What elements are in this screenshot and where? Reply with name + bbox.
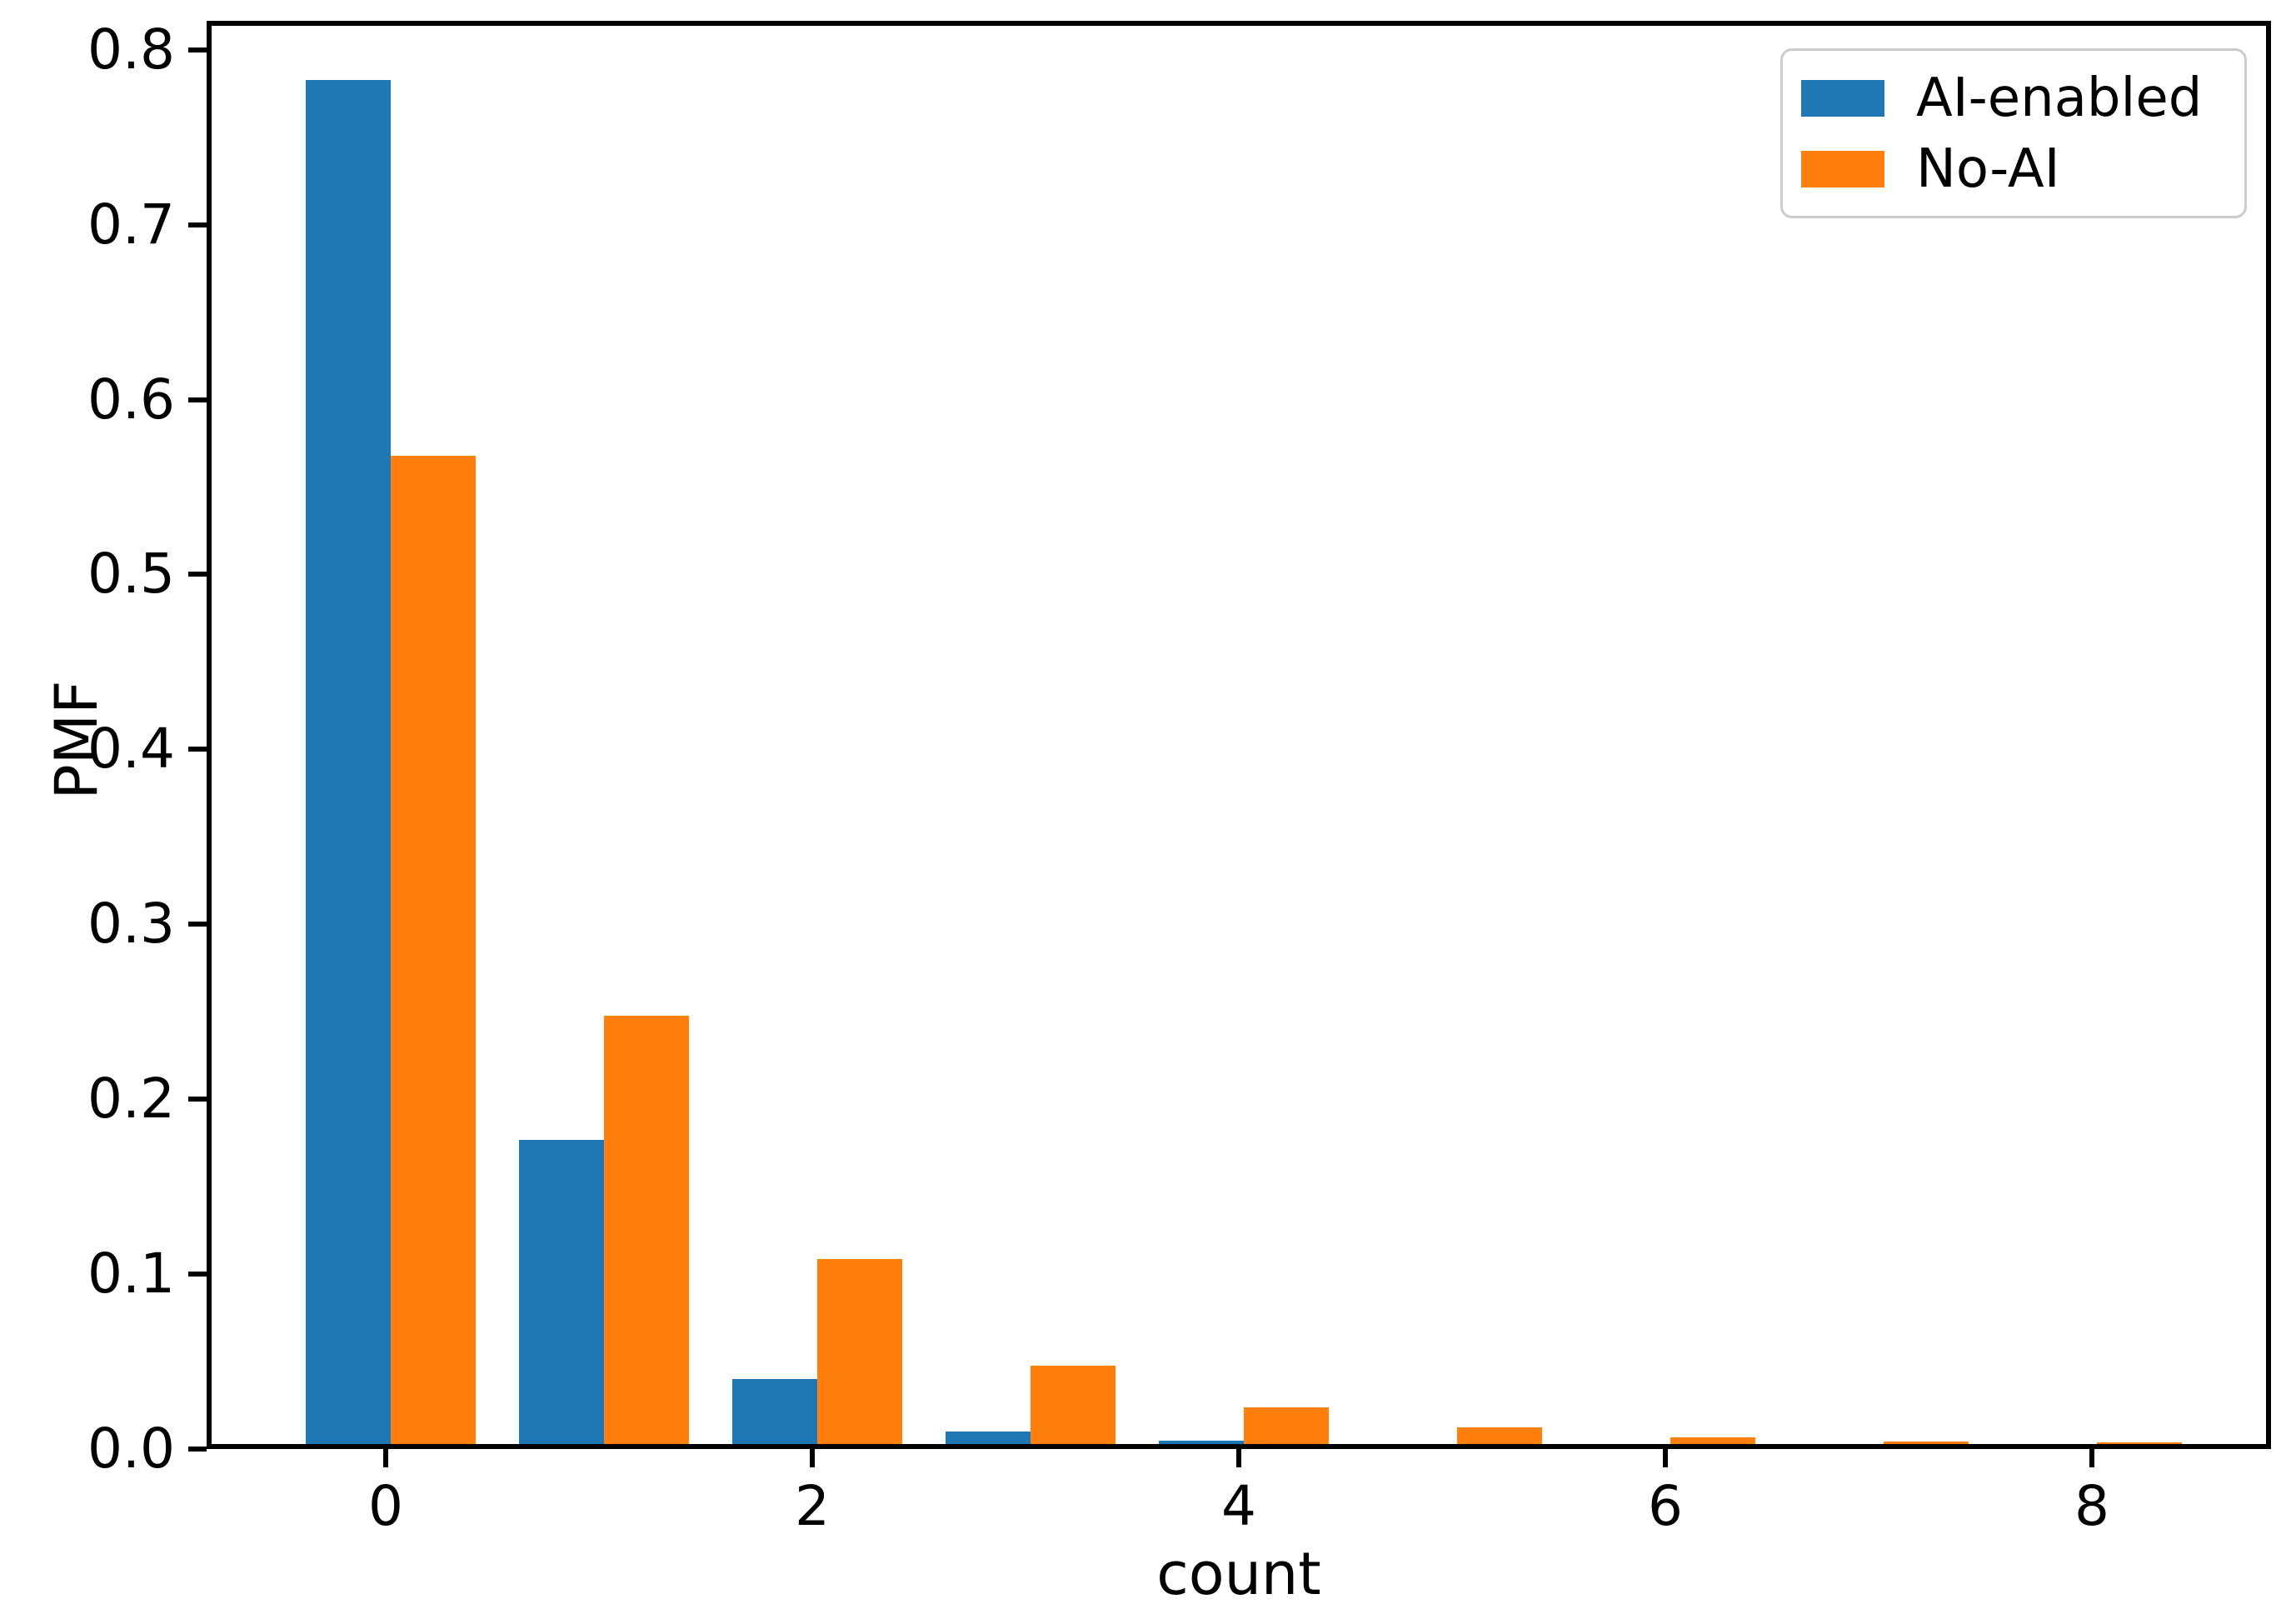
y-tick-label-0.4: 0.4 <box>87 717 175 782</box>
x-tick-4 <box>1236 1449 1241 1467</box>
x-tick-6 <box>1663 1449 1668 1467</box>
bar-ai-enabled-1 <box>518 1139 604 1444</box>
bar-no-ai-5 <box>1457 1427 1543 1444</box>
x-axis-label: count <box>1156 1540 1321 1608</box>
y-tick-label-0.1: 0.1 <box>87 1242 175 1307</box>
legend-item-no-ai: No-AI <box>1801 142 2244 196</box>
x-tick-0 <box>383 1449 388 1467</box>
y-tick-label-0.8: 0.8 <box>87 17 175 82</box>
bar-no-ai-3 <box>1031 1365 1116 1444</box>
bar-ai-enabled-4 <box>1158 1440 1244 1444</box>
y-tick-label-0.2: 0.2 <box>87 1067 175 1132</box>
y-tick-0.7 <box>188 222 207 227</box>
bar-no-ai-6 <box>1670 1437 1756 1444</box>
legend-label-ai-enabled: AI-enabled <box>1916 67 2203 129</box>
x-tick-label-2: 2 <box>795 1474 830 1538</box>
y-tick-label-0.0: 0.0 <box>87 1417 175 1481</box>
bar-no-ai-4 <box>1244 1407 1330 1444</box>
legend: AI-enabled No-AI <box>1780 48 2247 218</box>
y-tick-0.3 <box>188 922 207 927</box>
x-tick-2 <box>810 1449 815 1467</box>
x-tick-label-4: 4 <box>1221 1474 1256 1538</box>
legend-label-no-ai: No-AI <box>1916 137 2060 200</box>
bar-ai-enabled-3 <box>945 1432 1031 1444</box>
x-tick-label-6: 6 <box>1648 1474 1683 1538</box>
y-tick-label-0.6: 0.6 <box>87 367 175 432</box>
x-tick-label-0: 0 <box>368 1474 403 1538</box>
y-tick-label-0.7: 0.7 <box>87 192 175 257</box>
legend-item-ai-enabled: AI-enabled <box>1801 72 2244 125</box>
plot-area <box>207 21 2271 1449</box>
y-tick-label-0.3: 0.3 <box>87 892 175 957</box>
bar-no-ai-1 <box>604 1015 690 1444</box>
y-tick-0.1 <box>188 1272 207 1277</box>
y-tick-label-0.5: 0.5 <box>87 542 175 607</box>
y-tick-0.8 <box>188 47 207 52</box>
x-tick-8 <box>2089 1449 2094 1467</box>
y-tick-0.5 <box>188 572 207 577</box>
bar-ai-enabled-0 <box>305 79 391 1444</box>
bar-no-ai-0 <box>391 455 477 1444</box>
bar-ai-enabled-2 <box>731 1379 817 1444</box>
bar-no-ai-8 <box>2097 1442 2183 1444</box>
bar-no-ai-2 <box>817 1258 903 1444</box>
y-tick-0.4 <box>188 747 207 752</box>
bar-no-ai-7 <box>1884 1441 1969 1444</box>
y-tick-0.2 <box>188 1097 207 1102</box>
x-tick-label-8: 8 <box>2074 1474 2109 1538</box>
legend-swatch-ai-enabled <box>1801 79 1884 117</box>
y-tick-0.6 <box>188 397 207 402</box>
y-tick-0.0 <box>188 1447 207 1452</box>
legend-swatch-no-ai <box>1801 150 1884 187</box>
